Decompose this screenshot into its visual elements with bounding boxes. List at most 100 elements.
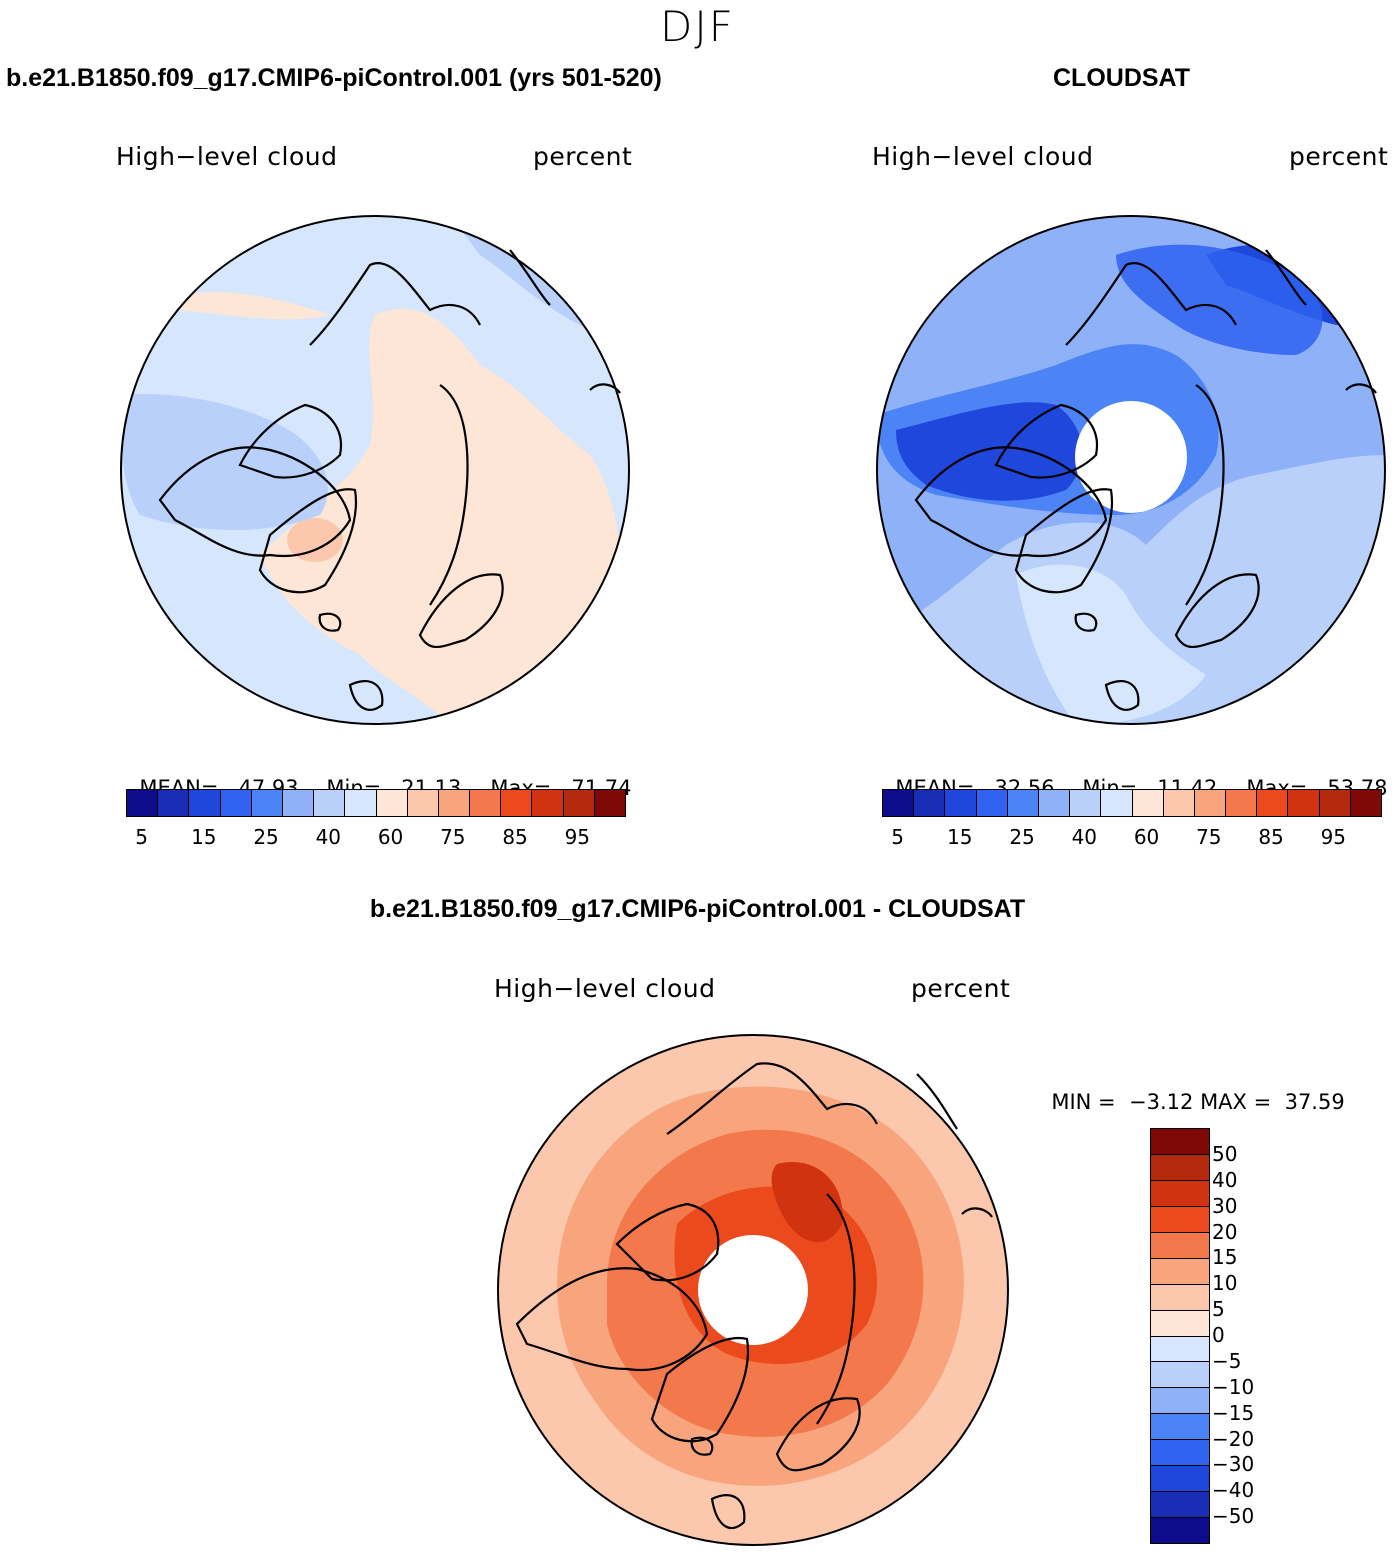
panel2-polar-hole xyxy=(1075,401,1187,513)
colorbar-swatch xyxy=(1151,1180,1209,1207)
panel1-map xyxy=(120,215,630,725)
colorbar-tick-label: −20 xyxy=(1212,1426,1255,1451)
colorbar-tick-label: 20 xyxy=(1212,1219,1238,1244)
colorbar-tick-label: 30 xyxy=(1212,1193,1238,1218)
colorbar-tick-label: 10 xyxy=(1212,1271,1238,1296)
colorbar-swatch xyxy=(314,790,346,816)
colorbar-tick-label: −5 xyxy=(1212,1348,1242,1373)
colorbar-tick-label: −15 xyxy=(1212,1400,1255,1425)
colorbar-tick-label: 5 xyxy=(891,825,904,849)
panel3-units: percent xyxy=(911,974,1011,1003)
colorbar-swatch xyxy=(345,790,377,816)
colorbar-swatch xyxy=(1151,1206,1209,1233)
panel1-field-greenland-max xyxy=(287,518,343,562)
colorbar-swatch xyxy=(1151,1258,1209,1285)
colorbar-swatch xyxy=(1151,1129,1209,1155)
colorbar-tick-label: 50 xyxy=(1212,1141,1238,1166)
colorbar-tick-label: 95 xyxy=(1320,825,1347,849)
panel2-field-europe-lightest xyxy=(1016,564,1206,724)
colorbar-tick-label: −50 xyxy=(1212,1504,1255,1529)
panel2-field-canada-core xyxy=(896,402,1083,501)
panel1-variable: High−level cloud xyxy=(116,142,338,171)
panel1-coastlines xyxy=(158,249,621,711)
panel2-field-atlantic-light xyxy=(877,455,1385,724)
panel3-title: b.e21.B1850.f09_g17.CMIP6-piControl.001 … xyxy=(369,895,1026,923)
colorbar-tick-label: 15 xyxy=(1212,1245,1238,1270)
colorbar-tick-label: −30 xyxy=(1212,1452,1255,1477)
panel1-field-canada-low xyxy=(121,394,328,530)
colorbar-tick-label: 15 xyxy=(191,825,217,849)
colorbar-swatch xyxy=(1194,790,1227,816)
colorbar-swatch xyxy=(1151,1388,1209,1415)
colorbar-swatch xyxy=(945,790,977,816)
colorbar-tick-label: 5 xyxy=(135,825,148,849)
colorbar-tick-label: 25 xyxy=(1009,825,1035,849)
colorbar-swatch xyxy=(1163,790,1195,816)
colorbar-swatch xyxy=(1151,1518,1209,1543)
colorbar-tick-label: 60 xyxy=(1133,825,1160,849)
colorbar-swatch xyxy=(1101,790,1133,816)
colorbar-swatch xyxy=(1151,1154,1209,1181)
panel3-min-label: MIN = xyxy=(1051,1090,1116,1114)
colorbar-tick-label: 60 xyxy=(377,825,404,849)
colorbar-swatch xyxy=(1070,790,1102,816)
panel2-colorbar xyxy=(882,789,1382,817)
colorbar-swatch xyxy=(407,790,439,816)
colorbar-tick-label: 15 xyxy=(947,825,973,849)
panel3-map xyxy=(497,1034,1009,1546)
colorbar-tick-label: 85 xyxy=(1258,825,1284,849)
panel3-coastlines xyxy=(515,1062,993,1530)
colorbar-tick-label: 40 xyxy=(315,825,342,849)
colorbar-swatch xyxy=(251,790,283,816)
panel3-max-value: 37.59 xyxy=(1284,1090,1345,1114)
colorbar-swatch xyxy=(1151,1232,1209,1259)
colorbar-swatch xyxy=(1319,790,1351,816)
panel3-polar-hole xyxy=(698,1235,808,1345)
panel3-stats: MIN = −3.12 MAX = 37.59 xyxy=(1038,1066,1345,1114)
colorbar-swatch xyxy=(914,790,946,816)
colorbar-swatch xyxy=(563,790,595,816)
figure-title: DJF xyxy=(660,2,735,51)
colorbar-tick-label: −40 xyxy=(1212,1478,1255,1503)
colorbar-swatch xyxy=(1151,1284,1209,1311)
colorbar-tick-label: 75 xyxy=(1196,825,1222,849)
colorbar-swatch xyxy=(532,790,564,816)
panel3-max-label: MAX = xyxy=(1200,1090,1272,1114)
colorbar-tick-label: 40 xyxy=(1071,825,1098,849)
panel1-units: percent xyxy=(533,142,633,171)
colorbar-tick-label: 40 xyxy=(1212,1167,1238,1192)
panel2-map xyxy=(876,215,1386,725)
colorbar-swatch xyxy=(1151,1414,1209,1441)
colorbar-swatch xyxy=(1151,1466,1209,1493)
colorbar-swatch xyxy=(1288,790,1320,816)
panel1-title: b.e21.B1850.f09_g17.CMIP6-piControl.001 … xyxy=(6,64,662,92)
colorbar-swatch xyxy=(594,790,625,816)
colorbar-swatch xyxy=(1257,790,1289,816)
colorbar-swatch xyxy=(1132,790,1164,816)
colorbar-swatch xyxy=(376,790,408,816)
colorbar-swatch xyxy=(220,790,252,816)
panel2-title: CLOUDSAT xyxy=(1053,64,1191,92)
colorbar-tick-label: 95 xyxy=(564,825,591,849)
colorbar-swatch xyxy=(976,790,1008,816)
colorbar-swatch xyxy=(1151,1310,1209,1337)
colorbar-swatch xyxy=(470,790,502,816)
colorbar-swatch xyxy=(883,790,915,816)
colorbar-swatch xyxy=(1007,790,1039,816)
colorbar-swatch xyxy=(1038,790,1071,816)
panel1-field-atlantic-sector xyxy=(260,308,620,724)
panel3-colorbar xyxy=(1150,1128,1210,1544)
colorbar-tick-label: 85 xyxy=(502,825,528,849)
colorbar-swatch xyxy=(1151,1362,1209,1389)
colorbar-swatch xyxy=(1151,1492,1209,1519)
panel2-field-siberia-ring xyxy=(1116,244,1323,355)
colorbar-tick-label: 0 xyxy=(1212,1323,1225,1347)
colorbar-tick-label: 5 xyxy=(1212,1297,1225,1322)
colorbar-swatch xyxy=(189,790,221,816)
panel1-field-pacific-band xyxy=(180,292,330,320)
panel3-variable: High−level cloud xyxy=(494,974,716,1003)
colorbar-tick-label: 75 xyxy=(440,825,466,849)
colorbar-swatch xyxy=(438,790,471,816)
panel3-min-value: −3.12 xyxy=(1129,1090,1194,1114)
colorbar-swatch xyxy=(1151,1336,1209,1363)
